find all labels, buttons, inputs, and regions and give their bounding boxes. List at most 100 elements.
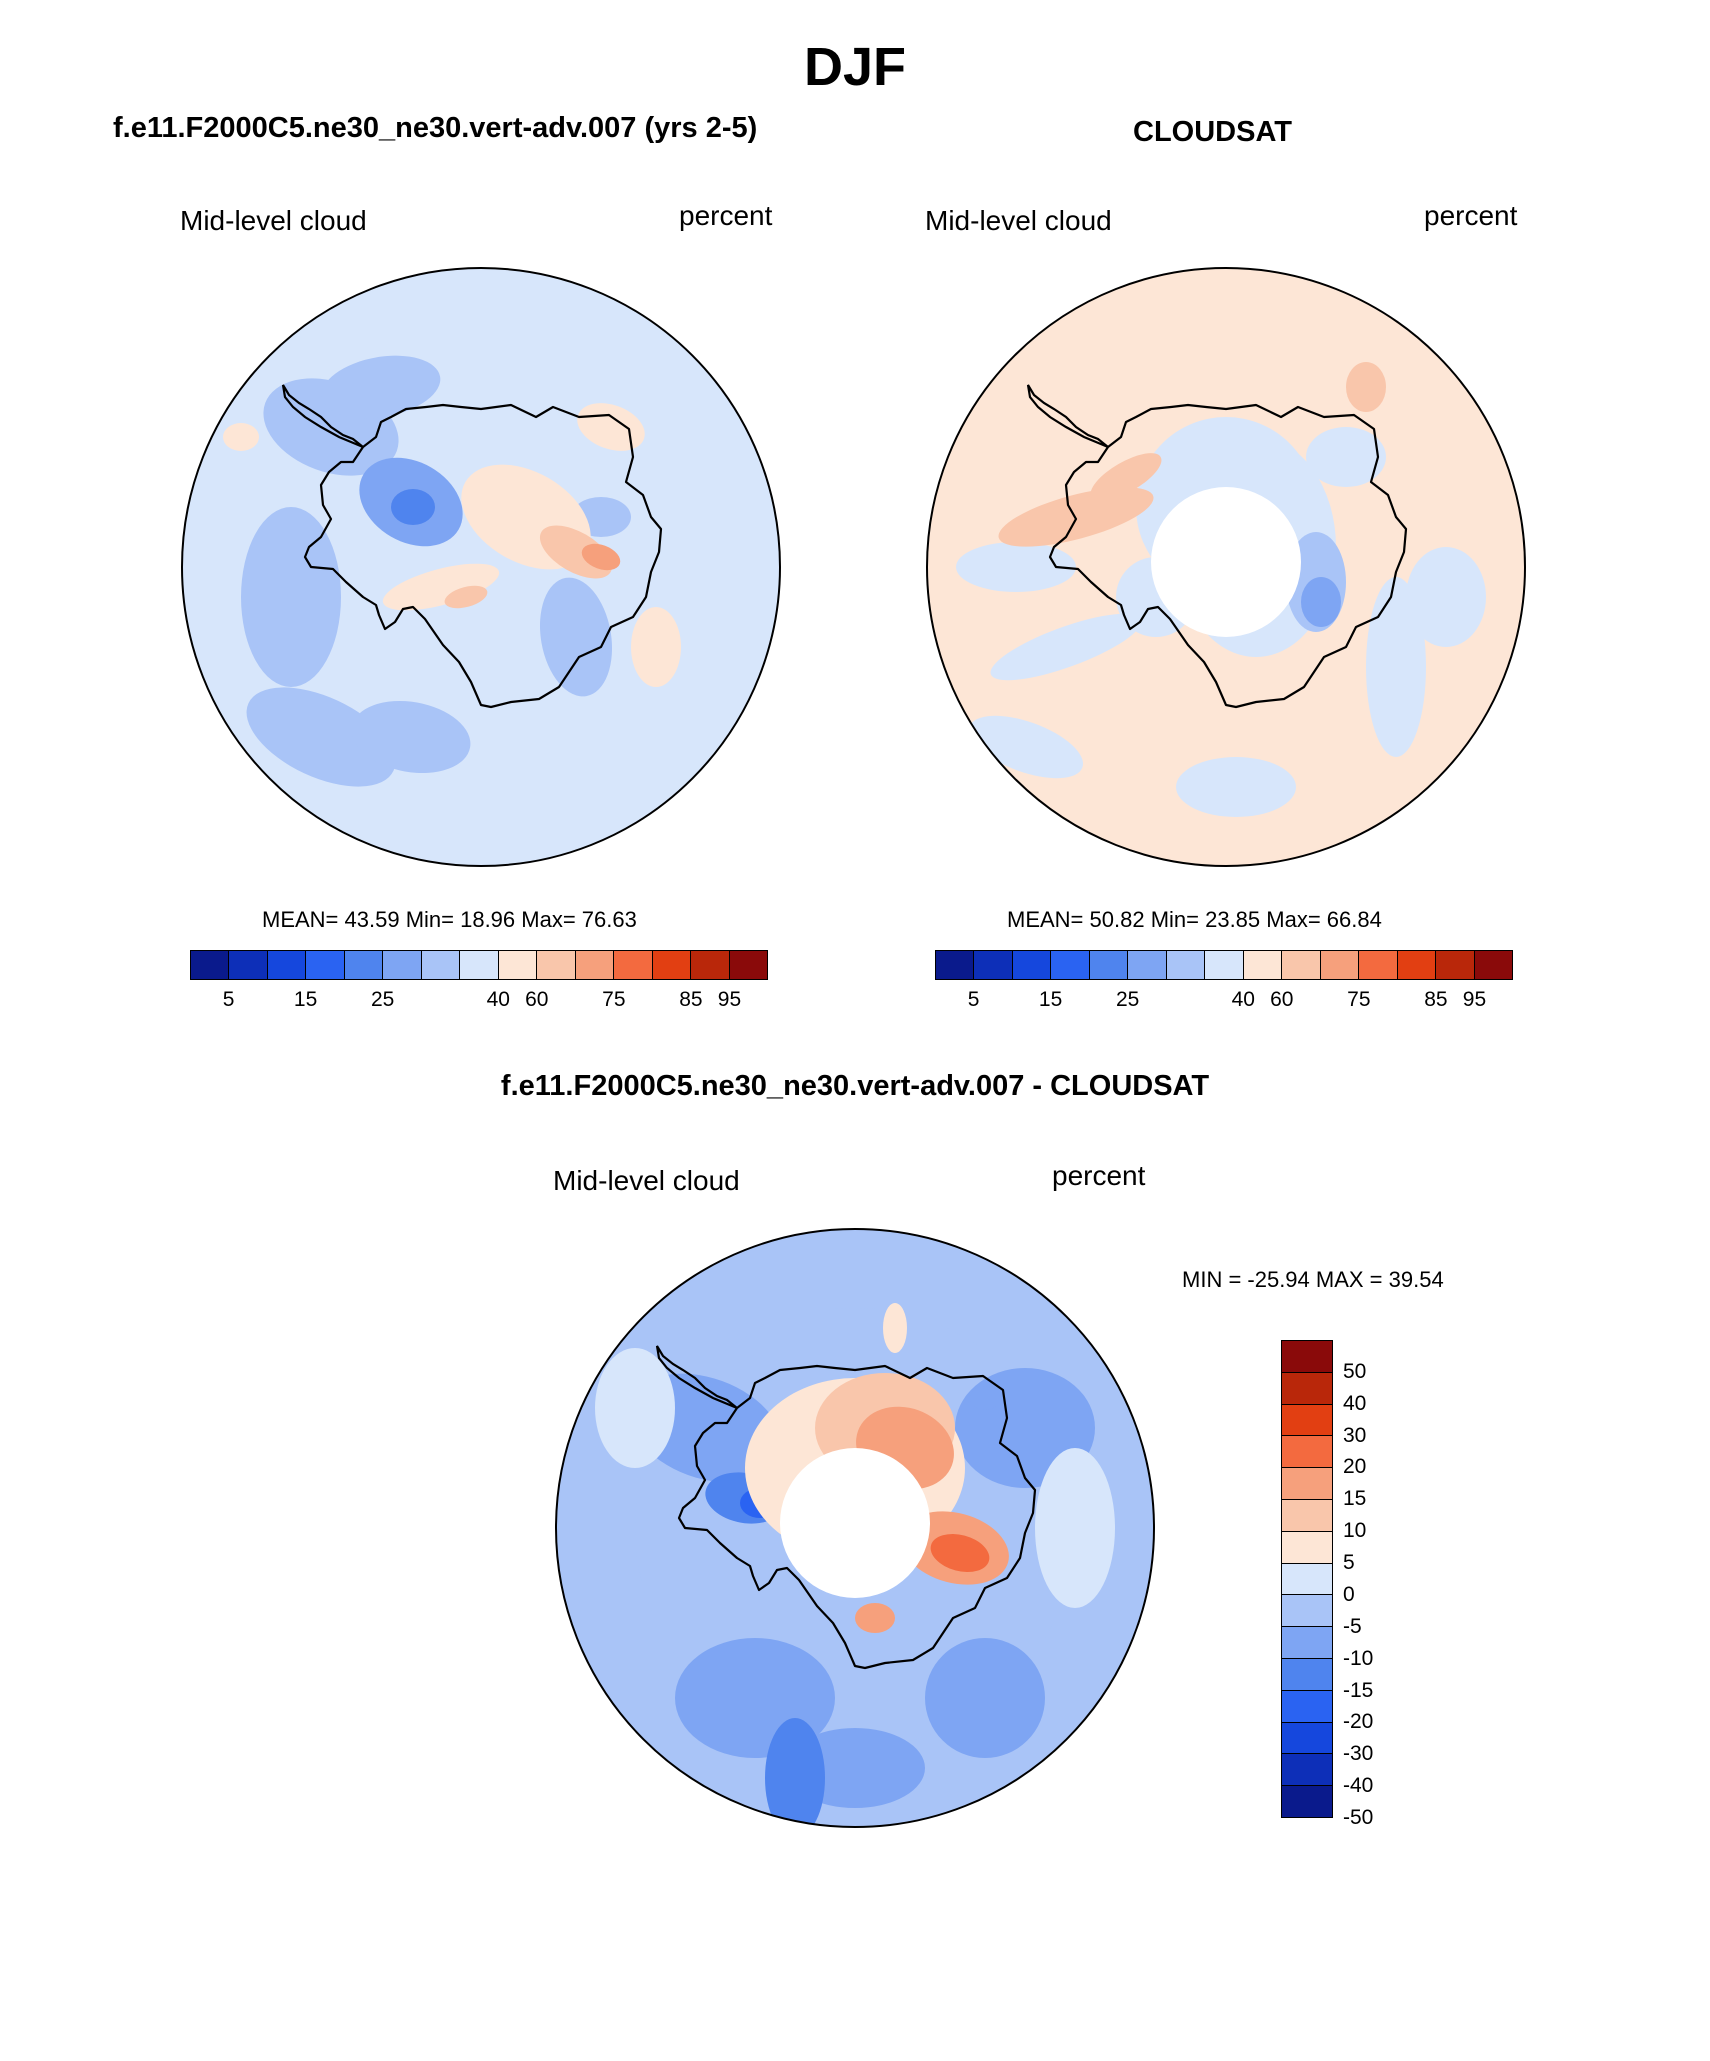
cloud-anomaly-region <box>581 543 621 571</box>
colorbar-tick-label: 60 <box>525 988 549 1011</box>
cloud-anomaly-region <box>351 700 471 774</box>
colorbar-swatch <box>1397 951 1437 979</box>
colorbar-swatch <box>1166 951 1206 979</box>
colorbar-swatch <box>1320 951 1360 979</box>
cloud-anomaly-region <box>956 542 1076 592</box>
colorbar-swatch <box>1282 1499 1332 1532</box>
colorbar-swatch <box>421 951 461 979</box>
diff-colorbar <box>1281 1340 1333 1818</box>
colorbar-tick-label: 5 <box>222 988 235 1011</box>
colorbar-swatch <box>575 951 615 979</box>
colorbar-swatch <box>1282 1341 1332 1373</box>
colorbar-swatch <box>344 951 384 979</box>
antarctica-coastline <box>303 403 663 709</box>
colorbar-swatch <box>1282 1531 1332 1564</box>
cloud-anomaly-region <box>990 613 1142 681</box>
colorbar-swatch <box>1474 951 1513 979</box>
colorbar-swatch <box>1051 951 1090 979</box>
colorbar-tick-label: 40 <box>486 988 510 1011</box>
model-polar-map <box>181 267 781 867</box>
cloud-anomaly-region <box>855 1603 895 1633</box>
model-panel-title: f.e11.F2000C5.ne30_ne30.vert-adv.007 (yr… <box>113 112 758 144</box>
colorbar-swatch <box>729 951 768 979</box>
colorbar-swatch <box>1282 1404 1332 1437</box>
model-variable-label: Mid-level cloud <box>180 205 367 236</box>
diff-units-label: percent <box>1052 1160 1146 1191</box>
colorbar-swatch <box>652 951 692 979</box>
colorbar-swatch <box>614 951 653 979</box>
antarctica-coastline <box>1048 403 1408 709</box>
colorbar-tick-label: -50 <box>1343 1806 1374 1829</box>
colorbar-tick-label: 95 <box>1462 988 1487 1011</box>
colorbar-swatch <box>267 951 307 979</box>
colorbar-swatch <box>1282 1468 1332 1500</box>
obs-variable-label: Mid-level cloud <box>925 205 1112 236</box>
cloud-anomaly-region <box>1090 453 1162 501</box>
colorbar-tick-label: 25 <box>370 988 395 1011</box>
colorbar-swatch <box>383 951 422 979</box>
cloud-anomaly-region <box>391 489 435 525</box>
colorbar-swatch <box>1436 951 1475 979</box>
cloud-anomaly-region <box>382 563 500 611</box>
colorbar-swatch <box>936 951 975 979</box>
colorbar-tick-label: 60 <box>1270 988 1294 1011</box>
cloud-anomaly-region <box>930 1533 990 1573</box>
colorbar-tick-label: 75 <box>602 988 626 1011</box>
colorbar-swatch <box>1243 951 1283 979</box>
obs-colorbar <box>935 950 1513 980</box>
colorbar-swatch <box>1359 951 1398 979</box>
cloud-anomaly-region <box>970 1386 1000 1410</box>
colorbar-swatch <box>1282 1372 1332 1405</box>
colorbar-tick-label: 75 <box>1347 988 1371 1011</box>
colorbar-swatch <box>1282 1436 1332 1469</box>
colorbar-tick-label: 95 <box>717 988 742 1011</box>
model-stats: MEAN= 43.59 Min= 18.96 Max= 76.63 <box>262 907 637 932</box>
colorbar-tick-label: 10 <box>1343 1519 1367 1543</box>
colorbar-swatch <box>1205 951 1244 979</box>
diff-polar-map <box>555 1228 1155 1828</box>
obs-panel-title: CLOUDSAT <box>1133 116 1292 148</box>
missing-data-pole <box>1151 487 1301 637</box>
cloud-anomaly-region <box>241 507 341 687</box>
cloud-anomaly-region <box>765 1718 825 1827</box>
cloud-anomaly-region <box>883 1303 907 1353</box>
colorbar-tick-label: 30 <box>1343 1423 1367 1447</box>
colorbar-swatch <box>1282 1595 1332 1628</box>
cloud-anomaly-region <box>1176 757 1296 817</box>
colorbar-swatch <box>1012 951 1052 979</box>
colorbar-tick-label: 5 <box>967 988 980 1011</box>
peninsula-coastline <box>1026 384 1109 449</box>
cloud-anomaly-region <box>1301 577 1341 627</box>
cloud-anomaly-region <box>631 607 681 687</box>
diff-panel-title: f.e11.F2000C5.ne30_ne30.vert-adv.007 - C… <box>500 1070 1210 1102</box>
obs-units-label: percent <box>1424 200 1518 231</box>
cloud-anomaly-region <box>1035 1448 1115 1608</box>
colorbar-tick-label: 20 <box>1343 1455 1367 1479</box>
model-units-label: percent <box>679 200 773 231</box>
colorbar-tick-label: 40 <box>1231 988 1255 1011</box>
colorbar-swatch <box>1282 1627 1332 1659</box>
missing-data-pole <box>780 1448 930 1598</box>
colorbar-swatch <box>1282 1786 1332 1817</box>
peninsula-coastline <box>655 1345 738 1410</box>
cloud-anomaly-region <box>595 1348 675 1468</box>
colorbar-swatch <box>1128 951 1167 979</box>
obs-stats: MEAN= 50.82 Min= 23.85 Max= 66.84 <box>1007 907 1382 932</box>
cloud-anomaly-region <box>925 1638 1045 1758</box>
colorbar-swatch <box>974 951 1013 979</box>
colorbar-swatch <box>191 951 230 979</box>
colorbar-tick-label: 25 <box>1115 988 1140 1011</box>
colorbar-tick-label: -5 <box>1343 1614 1362 1638</box>
peninsula-coastline <box>281 384 364 449</box>
cloud-anomaly-region <box>1306 427 1386 487</box>
colorbar-tick-label: 15 <box>1343 1487 1367 1511</box>
model-colorbar <box>190 950 768 980</box>
cloud-anomaly-region <box>1346 362 1386 412</box>
colorbar-swatch <box>1282 1754 1332 1787</box>
colorbar-swatch <box>1282 1722 1332 1755</box>
colorbar-tick-label: -40 <box>1343 1774 1374 1798</box>
colorbar-swatch <box>1089 951 1129 979</box>
colorbar-swatch <box>1282 1658 1332 1691</box>
map-boundary <box>926 267 1526 867</box>
diff-variable-label: Mid-level cloud <box>553 1165 740 1196</box>
